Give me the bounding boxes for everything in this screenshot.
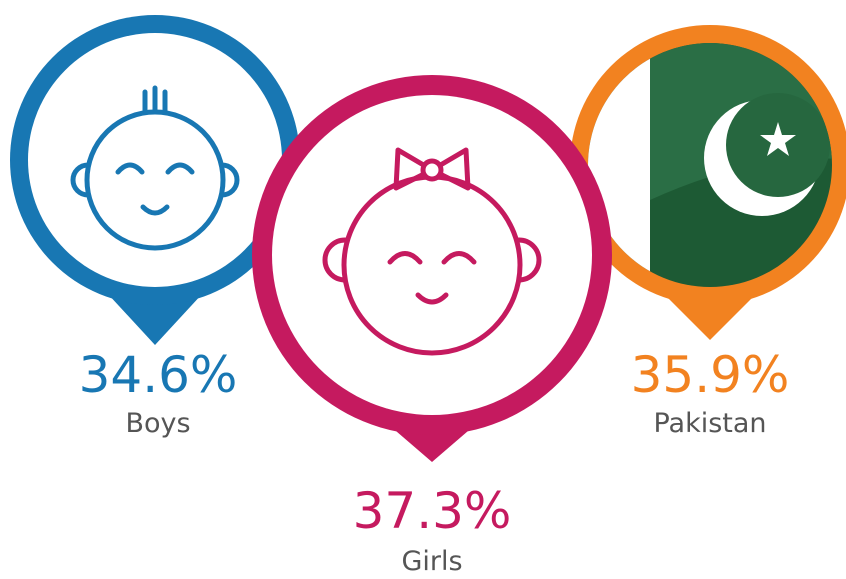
- boys-pin: [10, 15, 300, 345]
- girls-value: 37.3%: [353, 482, 512, 540]
- girls-pin: [252, 75, 612, 462]
- pakistan-pin: [570, 25, 846, 340]
- boy-icon: [70, 85, 240, 251]
- girls-label: Girls: [401, 546, 462, 577]
- boys-value: 34.6%: [79, 346, 238, 404]
- girl-icon: [322, 147, 542, 356]
- pakistan-label: Pakistan: [653, 408, 766, 439]
- pakistan-value: 35.9%: [631, 346, 790, 404]
- boys-label: Boys: [125, 408, 190, 439]
